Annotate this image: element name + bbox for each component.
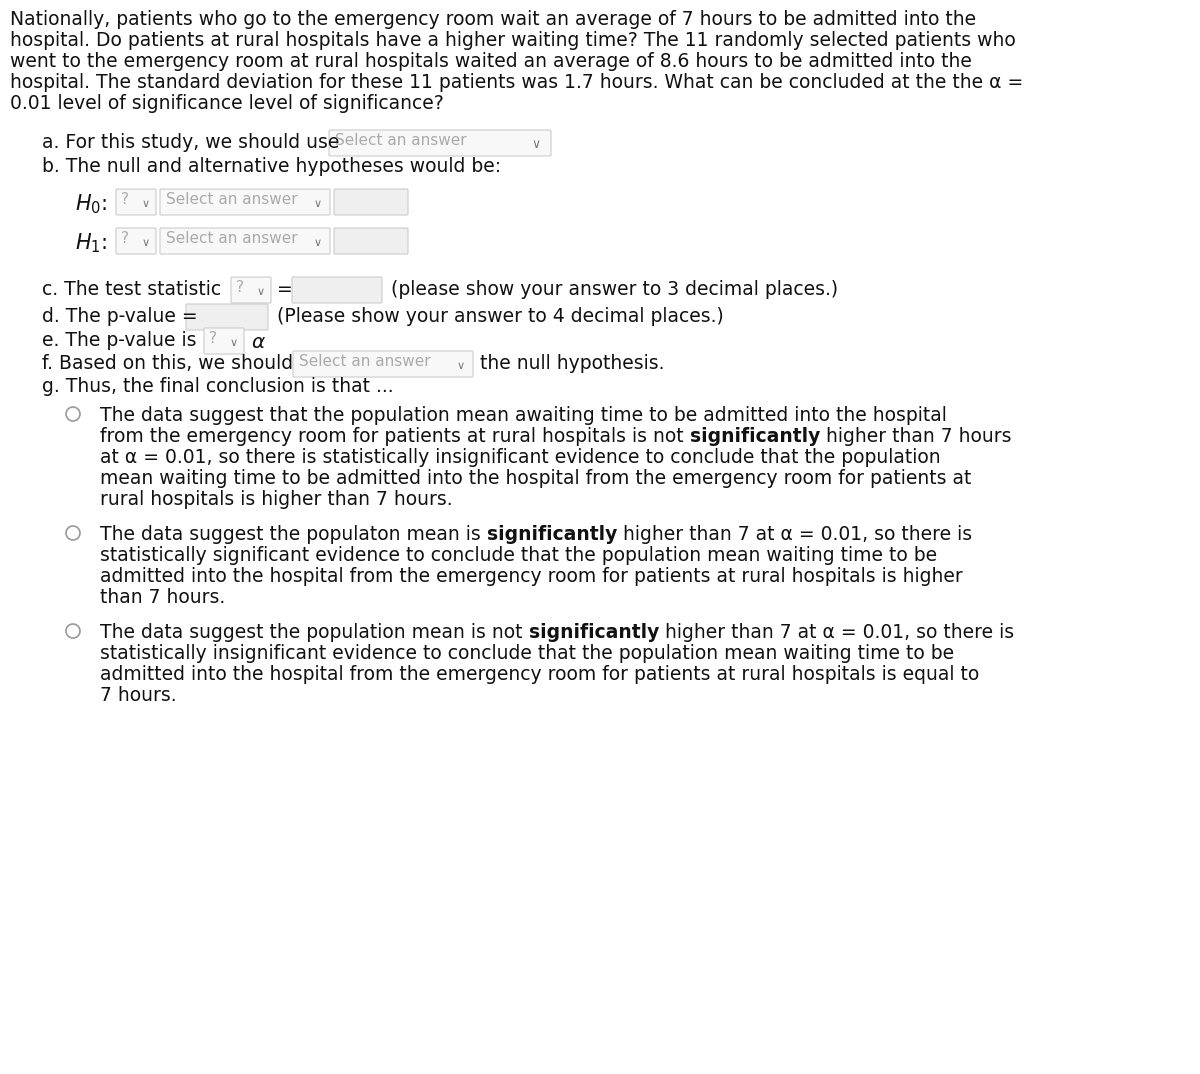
Text: significantly: significantly xyxy=(528,623,659,642)
Text: The data suggest that the population mean awaiting time to be admitted into the : The data suggest that the population mea… xyxy=(100,406,947,425)
Text: hospital. Do patients at rural hospitals have a higher waiting time? The 11 rand: hospital. Do patients at rural hospitals… xyxy=(10,31,1015,50)
FancyBboxPatch shape xyxy=(230,277,271,303)
Text: The data suggest the populaton mean is: The data suggest the populaton mean is xyxy=(100,525,487,545)
Text: $H_0$:: $H_0$: xyxy=(74,192,107,216)
Text: mean waiting time to be admitted into the hospital from the emergency room for p: mean waiting time to be admitted into th… xyxy=(100,469,971,488)
Text: higher than 7 at α = 0.01, so there is: higher than 7 at α = 0.01, so there is xyxy=(659,623,1014,642)
Text: significantly: significantly xyxy=(487,525,617,545)
Text: went to the emergency room at rural hospitals waited an average of 8.6 hours to : went to the emergency room at rural hosp… xyxy=(10,52,972,71)
Text: from the emergency room for patients at rural hospitals is not: from the emergency room for patients at … xyxy=(100,427,690,446)
Text: higher than 7 hours: higher than 7 hours xyxy=(820,427,1012,446)
FancyBboxPatch shape xyxy=(329,130,551,156)
Text: (Please show your answer to 4 decimal places.): (Please show your answer to 4 decimal pl… xyxy=(277,307,724,326)
Text: (please show your answer to 3 decimal places.): (please show your answer to 3 decimal pl… xyxy=(391,280,838,299)
Text: e. The p-value is: e. The p-value is xyxy=(42,331,197,350)
Text: 0.01 level of significance level of significance?: 0.01 level of significance level of sign… xyxy=(10,95,444,113)
Text: hospital. The standard deviation for these 11 patients was 1.7 hours. What can b: hospital. The standard deviation for the… xyxy=(10,73,1024,92)
Text: ∨: ∨ xyxy=(142,199,150,209)
FancyBboxPatch shape xyxy=(293,351,473,377)
Text: c. The test statistic: c. The test statistic xyxy=(42,280,221,299)
Text: 7 hours.: 7 hours. xyxy=(100,686,176,705)
Text: =: = xyxy=(277,280,293,299)
Text: The data suggest the population mean is not: The data suggest the population mean is … xyxy=(100,623,528,642)
FancyBboxPatch shape xyxy=(116,228,156,253)
Text: ∨: ∨ xyxy=(230,338,238,348)
Text: than 7 hours.: than 7 hours. xyxy=(100,587,226,607)
Text: admitted into the hospital from the emergency room for patients at rural hospita: admitted into the hospital from the emer… xyxy=(100,567,962,586)
Text: Nationally, patients who go to the emergency room wait an average of 7 hours to : Nationally, patients who go to the emerg… xyxy=(10,10,976,29)
Text: ∨: ∨ xyxy=(457,361,466,371)
Text: statistically insignificant evidence to conclude that the population mean waitin: statistically insignificant evidence to … xyxy=(100,644,954,663)
Text: ∨: ∨ xyxy=(314,238,322,248)
Text: significantly: significantly xyxy=(690,427,820,446)
Text: ?: ? xyxy=(121,192,130,207)
Text: ∨: ∨ xyxy=(257,287,265,297)
Text: ?: ? xyxy=(236,280,244,295)
Text: rural hospitals is higher than 7 hours.: rural hospitals is higher than 7 hours. xyxy=(100,490,452,509)
Text: b. The null and alternative hypotheses would be:: b. The null and alternative hypotheses w… xyxy=(42,157,502,176)
FancyBboxPatch shape xyxy=(292,277,382,303)
Text: f. Based on this, we should: f. Based on this, we should xyxy=(42,354,293,373)
FancyBboxPatch shape xyxy=(160,189,330,215)
Text: admitted into the hospital from the emergency room for patients at rural hospita: admitted into the hospital from the emer… xyxy=(100,665,979,684)
Text: ∨: ∨ xyxy=(142,238,150,248)
Text: at α = 0.01, so there is statistically insignificant evidence to conclude that t: at α = 0.01, so there is statistically i… xyxy=(100,448,941,467)
Text: a. For this study, we should use: a. For this study, we should use xyxy=(42,133,340,153)
Text: higher than 7 at α = 0.01, so there is: higher than 7 at α = 0.01, so there is xyxy=(617,525,972,545)
Text: ∨: ∨ xyxy=(532,139,540,151)
Text: g. Thus, the final conclusion is that ...: g. Thus, the final conclusion is that ..… xyxy=(42,377,394,396)
FancyBboxPatch shape xyxy=(186,304,268,330)
FancyBboxPatch shape xyxy=(204,328,244,354)
Text: the null hypothesis.: the null hypothesis. xyxy=(480,354,665,373)
Text: Select an answer: Select an answer xyxy=(166,231,298,246)
Text: Select an answer: Select an answer xyxy=(335,133,467,148)
Text: ?: ? xyxy=(209,331,217,346)
Text: $\alpha$: $\alpha$ xyxy=(251,333,266,352)
FancyBboxPatch shape xyxy=(334,189,408,215)
Text: Select an answer: Select an answer xyxy=(299,354,431,369)
Text: d. The p-value =: d. The p-value = xyxy=(42,307,198,326)
Text: Select an answer: Select an answer xyxy=(166,192,298,207)
FancyBboxPatch shape xyxy=(334,228,408,253)
Text: statistically significant evidence to conclude that the population mean waiting : statistically significant evidence to co… xyxy=(100,546,937,565)
Text: ?: ? xyxy=(121,231,130,246)
FancyBboxPatch shape xyxy=(116,189,156,215)
Text: ∨: ∨ xyxy=(314,199,322,209)
Text: $H_1$:: $H_1$: xyxy=(74,231,107,255)
FancyBboxPatch shape xyxy=(160,228,330,253)
